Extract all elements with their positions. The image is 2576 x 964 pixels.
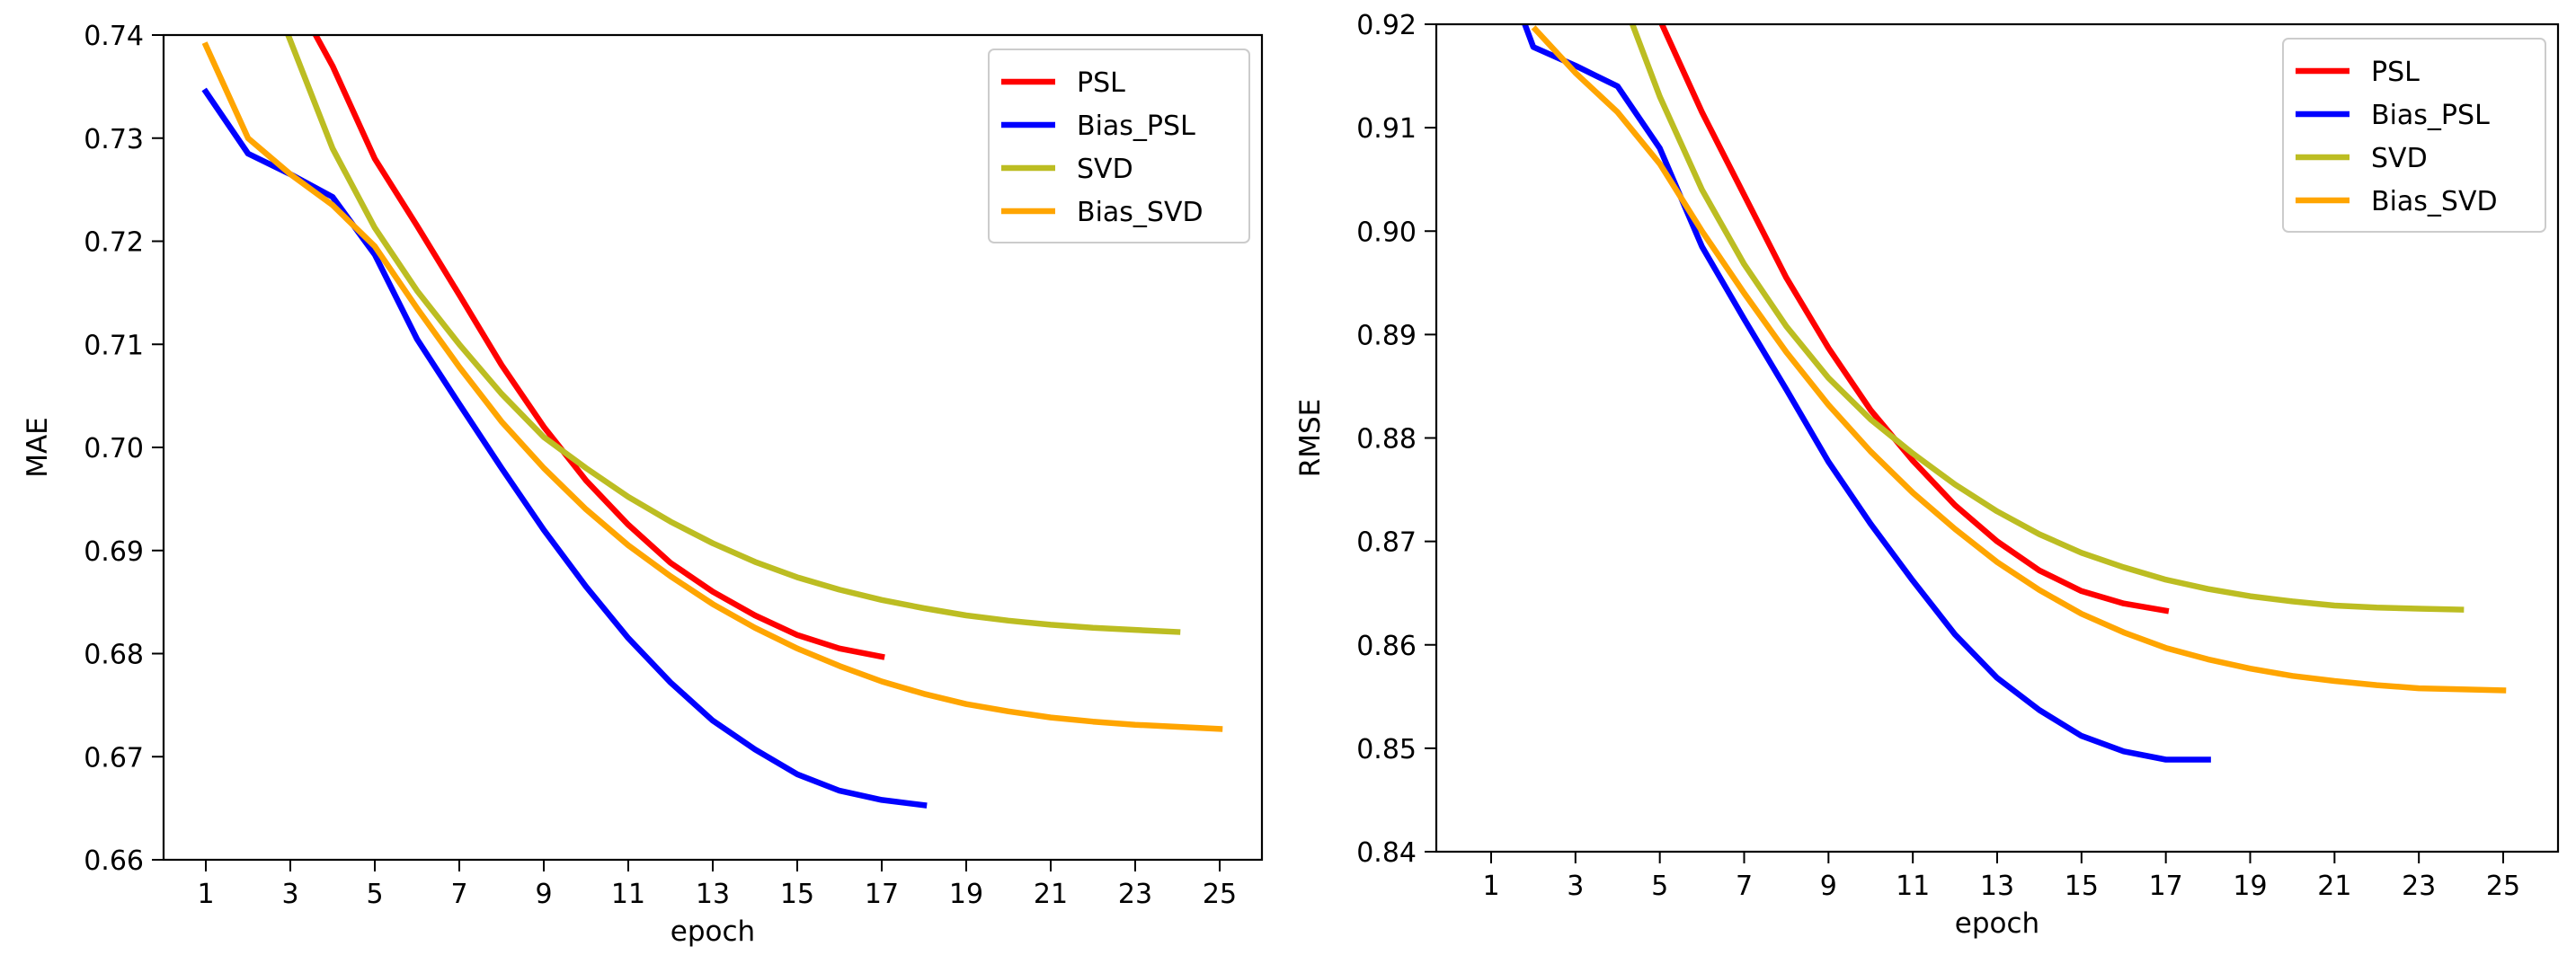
- x-tick-label: 1: [197, 879, 214, 910]
- y-tick-label: 0.89: [1356, 320, 1417, 351]
- x-tick-label: 19: [949, 879, 983, 910]
- series-line-psl: [1658, 24, 2170, 615]
- series-line-bias-psl: [201, 87, 928, 809]
- y-tick-label: 0.66: [84, 845, 144, 877]
- y-tick-label: 0.88: [1356, 424, 1417, 455]
- x-tick-label: 17: [865, 879, 899, 910]
- x-axis-label: epoch: [671, 915, 755, 948]
- x-tick-label: 21: [1034, 879, 1068, 910]
- y-tick-label: 0.92: [1356, 10, 1417, 41]
- x-tick-label: 3: [281, 879, 298, 910]
- legend-label-psl: PSL: [1077, 67, 1125, 99]
- x-tick-label: 13: [1980, 871, 2014, 902]
- x-tick-label: 23: [2402, 871, 2436, 902]
- x-tick-label: 17: [2149, 871, 2183, 902]
- y-tick-label: 0.71: [84, 330, 144, 361]
- y-tick-label: 0.91: [1356, 113, 1417, 145]
- series-group: [1522, 24, 2507, 763]
- legend: PSL Bias_PSL SVD Bias_SVD: [988, 49, 1250, 243]
- x-tick-label: 9: [1820, 871, 1837, 902]
- x-tick-label: 15: [2065, 871, 2099, 902]
- x-tick-label: 11: [1896, 871, 1930, 902]
- x-tick-label: 1: [1482, 871, 1499, 902]
- y-tick-label: 0.85: [1356, 734, 1417, 765]
- chart-rmse: 1 3 5 7 9 11 13 15 17 19 21 23 250.840.850.860.870.8…: [1294, 10, 2560, 940]
- legend-label-bias-psl: Bias_PSL: [1077, 111, 1195, 142]
- legend-label-svd: SVD: [1077, 154, 1133, 185]
- y-tick-label: 0.68: [84, 640, 144, 671]
- series-line-bias-svd: [1531, 25, 2507, 694]
- x-tick-label: 7: [1736, 871, 1753, 902]
- x-tick-label: 5: [366, 879, 383, 910]
- y-tick-label: 0.86: [1356, 631, 1417, 662]
- chart-mae: 1 3 5 7 9 11 13 15 17 19 21 23 250.660.670.680.690.7…: [22, 21, 1264, 948]
- y-tick-label: 0.74: [84, 21, 144, 52]
- y-tick-label: 0.72: [84, 227, 144, 259]
- y-tick-label: 0.70: [84, 433, 144, 464]
- y-axis-label: MAE: [22, 417, 54, 478]
- series-line-bias-psl: [1522, 24, 2211, 763]
- y-tick-label: 0.67: [84, 742, 144, 774]
- series-line-bias-svd: [201, 41, 1223, 732]
- series-line-svd: [1629, 24, 2465, 613]
- x-tick-label: 25: [2486, 871, 2520, 902]
- x-tick-label: 19: [2233, 871, 2267, 902]
- legend-label-psl: PSL: [2371, 57, 2420, 88]
- legend-box: [2282, 38, 2546, 233]
- legend-label-bias-svd: Bias_SVD: [1077, 197, 1204, 228]
- x-tick-label: 25: [1203, 879, 1237, 910]
- y-tick-label: 0.87: [1356, 527, 1417, 559]
- y-tick-label: 0.90: [1356, 217, 1417, 248]
- legend: PSL Bias_PSL SVD Bias_SVD: [2282, 38, 2546, 233]
- legend-label-bias-svd: Bias_SVD: [2371, 186, 2498, 217]
- y-tick-label: 0.84: [1356, 837, 1417, 869]
- x-axis-label: epoch: [1955, 907, 2039, 940]
- y-tick-label: 0.69: [84, 536, 144, 568]
- x-tick-label: 11: [611, 879, 645, 910]
- series-line-psl: [312, 35, 885, 660]
- x-tick-label: 9: [535, 879, 552, 910]
- legend-label-bias-psl: Bias_PSL: [2371, 100, 2490, 131]
- x-tick-label: 7: [450, 879, 467, 910]
- x-tick-label: 15: [780, 879, 814, 910]
- y-tick-label: 0.73: [84, 124, 144, 155]
- series-group: [201, 35, 1223, 809]
- x-tick-label: 3: [1567, 871, 1584, 902]
- x-tick-label: 23: [1118, 879, 1152, 910]
- x-tick-label: 21: [2317, 871, 2351, 902]
- x-tick-label: 5: [1651, 871, 1668, 902]
- y-axis-label: RMSE: [1294, 399, 1327, 478]
- series-line-svd: [285, 35, 1181, 635]
- legend-label-svd: SVD: [2371, 143, 2428, 174]
- legend-box: [988, 49, 1250, 243]
- x-tick-label: 13: [696, 879, 730, 910]
